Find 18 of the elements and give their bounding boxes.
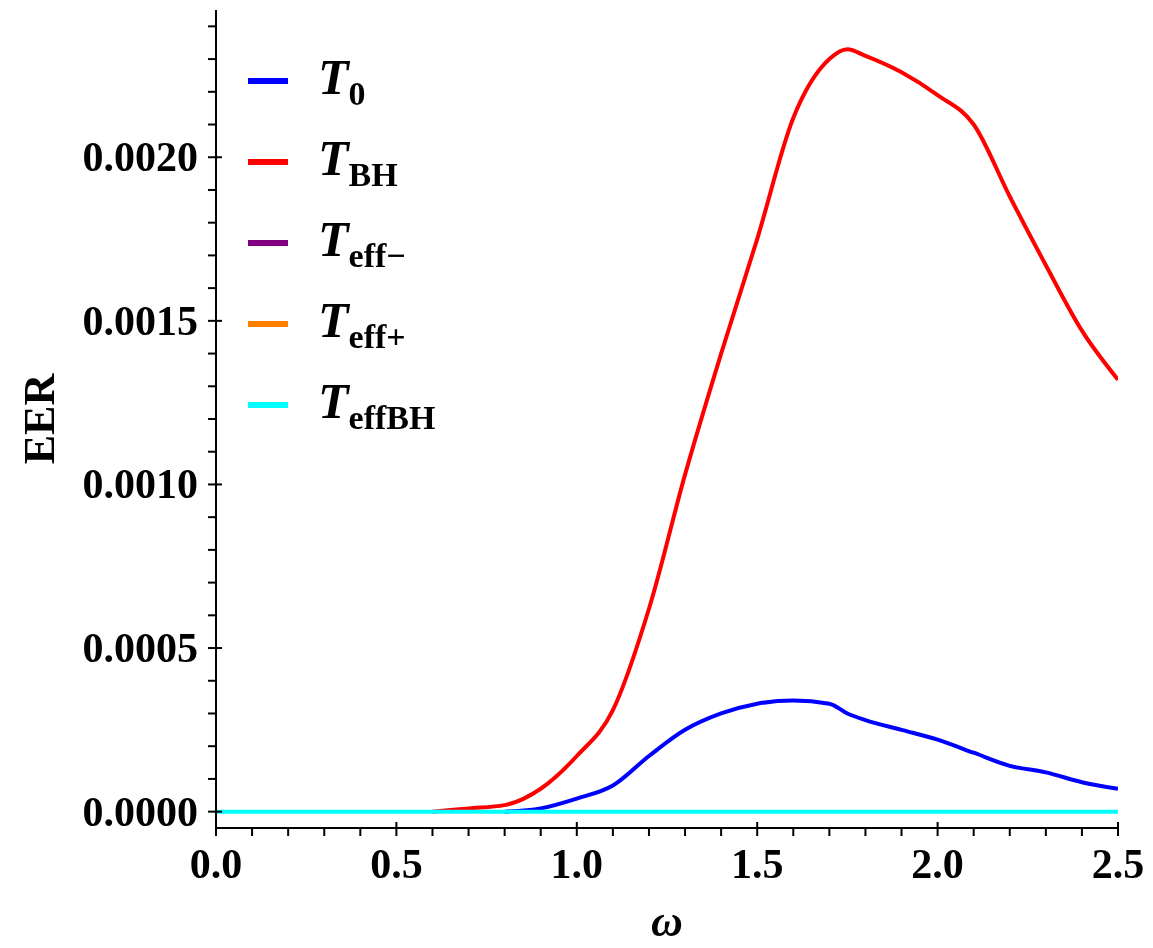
legend-label: T$_{BH}$ (318, 130, 398, 193)
y-tick-label: 0.0020 (82, 134, 198, 181)
y-tick-label: 0.0005 (82, 625, 198, 672)
x-tick-label: 1.5 (730, 841, 784, 887)
x-axis-title: ω (651, 897, 683, 946)
y-tick-label: 0.0000 (82, 788, 198, 835)
x-tick-label: 1.0 (550, 841, 604, 887)
y-axis-title: EER (14, 372, 64, 465)
x-tick-label: 0.0 (189, 841, 243, 887)
legend-label: T$_{eff+}$ (318, 292, 406, 355)
legend-label: T$_{eff−}$ (318, 211, 406, 274)
legend-label: T$_{effBH}$ (318, 373, 436, 436)
legend-label: T$_{0}$ (318, 49, 366, 112)
y-tick-label: 0.0010 (82, 461, 198, 508)
x-tick-label: 0.5 (370, 841, 423, 887)
x-tick-label: 2.5 (1091, 841, 1145, 887)
y-tick-label: 0.0015 (82, 297, 198, 344)
x-tick-label: 2.0 (911, 841, 964, 887)
